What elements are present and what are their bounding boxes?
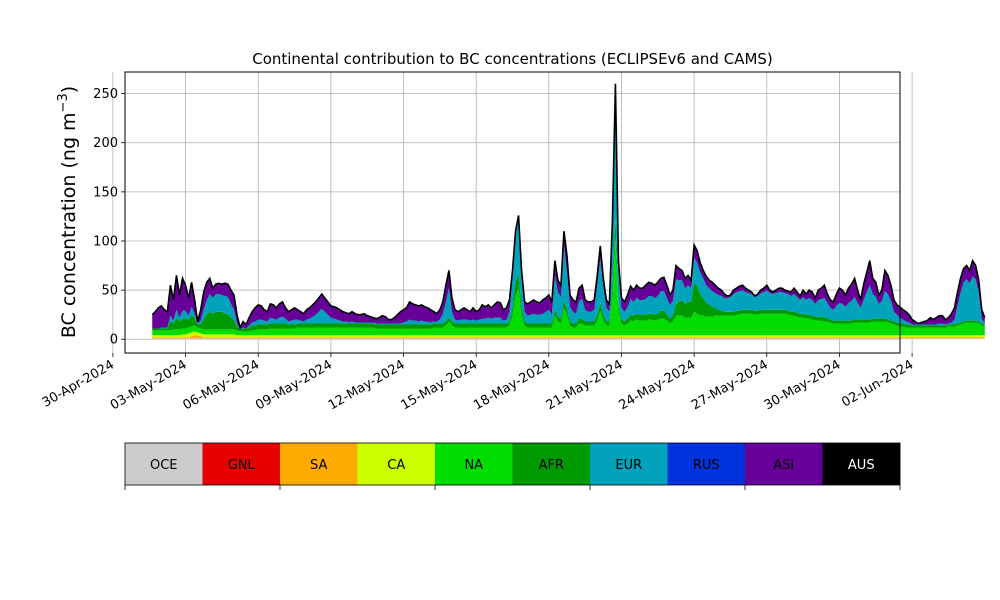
- legend-swatch-oce: [125, 443, 203, 485]
- legend-label-aus: AUS: [848, 458, 875, 473]
- y-axis-ticks: 0 50 100 150 200 250: [93, 87, 125, 348]
- legend-label-rus: RUS: [693, 458, 720, 473]
- x-tick-label: 02-Jun-2024: [839, 357, 916, 410]
- x-tick-label: 06-May-2024: [181, 357, 263, 413]
- legend-swatch-afr: [512, 443, 591, 485]
- x-tick-label: 09-May-2024: [253, 357, 335, 413]
- legend-label-na: NA: [464, 458, 483, 473]
- x-tick-label: 12-May-2024: [326, 357, 408, 413]
- legend-label-ca: CA: [387, 458, 405, 473]
- x-tick-label: 03-May-2024: [108, 357, 190, 413]
- region-legend: OCE GNL SA CA NA AFR EUR RUS ASI AUS: [124, 442, 901, 490]
- y-tick-label: 100: [93, 234, 118, 249]
- legend-swatch-gnl: [202, 443, 281, 485]
- legend-swatch-asi: [745, 443, 823, 485]
- x-tick-label: 24-May-2024: [616, 357, 698, 413]
- y-axis-label-main: BC concentration (ng m: [58, 112, 80, 338]
- legend-swatch-ca: [357, 443, 436, 485]
- area-oce: [152, 338, 985, 340]
- chart-title: Continental contribution to BC concentra…: [252, 50, 773, 68]
- y-axis-label-close: ): [58, 86, 80, 93]
- legend-label-gnl: GNL: [228, 458, 256, 473]
- y-tick-label: 0: [110, 333, 118, 348]
- legend-swatch-sa: [280, 443, 358, 485]
- x-tick-label: 21-May-2024: [544, 357, 626, 413]
- legend-label-afr: AFR: [539, 458, 564, 473]
- legend-frame: [124, 442, 901, 486]
- x-tick-label: 27-May-2024: [689, 357, 771, 413]
- legend-swatch-na: [435, 443, 513, 485]
- plot-frame: [124, 71, 901, 354]
- x-tick-label: 15-May-2024: [398, 357, 480, 413]
- legend-label-sa: SA: [310, 458, 327, 473]
- legend-label-asi: ASI: [773, 458, 794, 473]
- y-tick-label: 150: [93, 185, 118, 200]
- y-tick-label: 200: [93, 136, 118, 151]
- legend-label-eur: EUR: [615, 458, 642, 473]
- stacked-areas: [152, 83, 985, 340]
- y-axis-label-exponent: −3: [56, 93, 71, 112]
- legend-swatch-rus: [667, 443, 746, 485]
- x-axis-ticks: 30-Apr-202403-May-202406-May-202409-May-…: [40, 353, 916, 413]
- y-tick-label: 250: [93, 87, 118, 102]
- total-outline: [151, 83, 986, 330]
- y-axis-label: BC concentration (ng m−3): [56, 86, 80, 338]
- y-tick-label: 50: [101, 284, 118, 299]
- x-tick-label: 18-May-2024: [471, 357, 553, 413]
- legend-label-oce: OCE: [150, 458, 178, 473]
- area-ca: [152, 331, 985, 338]
- legend-swatch-eur: [590, 443, 668, 485]
- x-tick-label: 30-May-2024: [762, 357, 844, 413]
- area-sa: [152, 335, 985, 339]
- x-tick-label: 30-Apr-2024: [40, 357, 117, 410]
- legend-swatch-aus: [822, 443, 901, 485]
